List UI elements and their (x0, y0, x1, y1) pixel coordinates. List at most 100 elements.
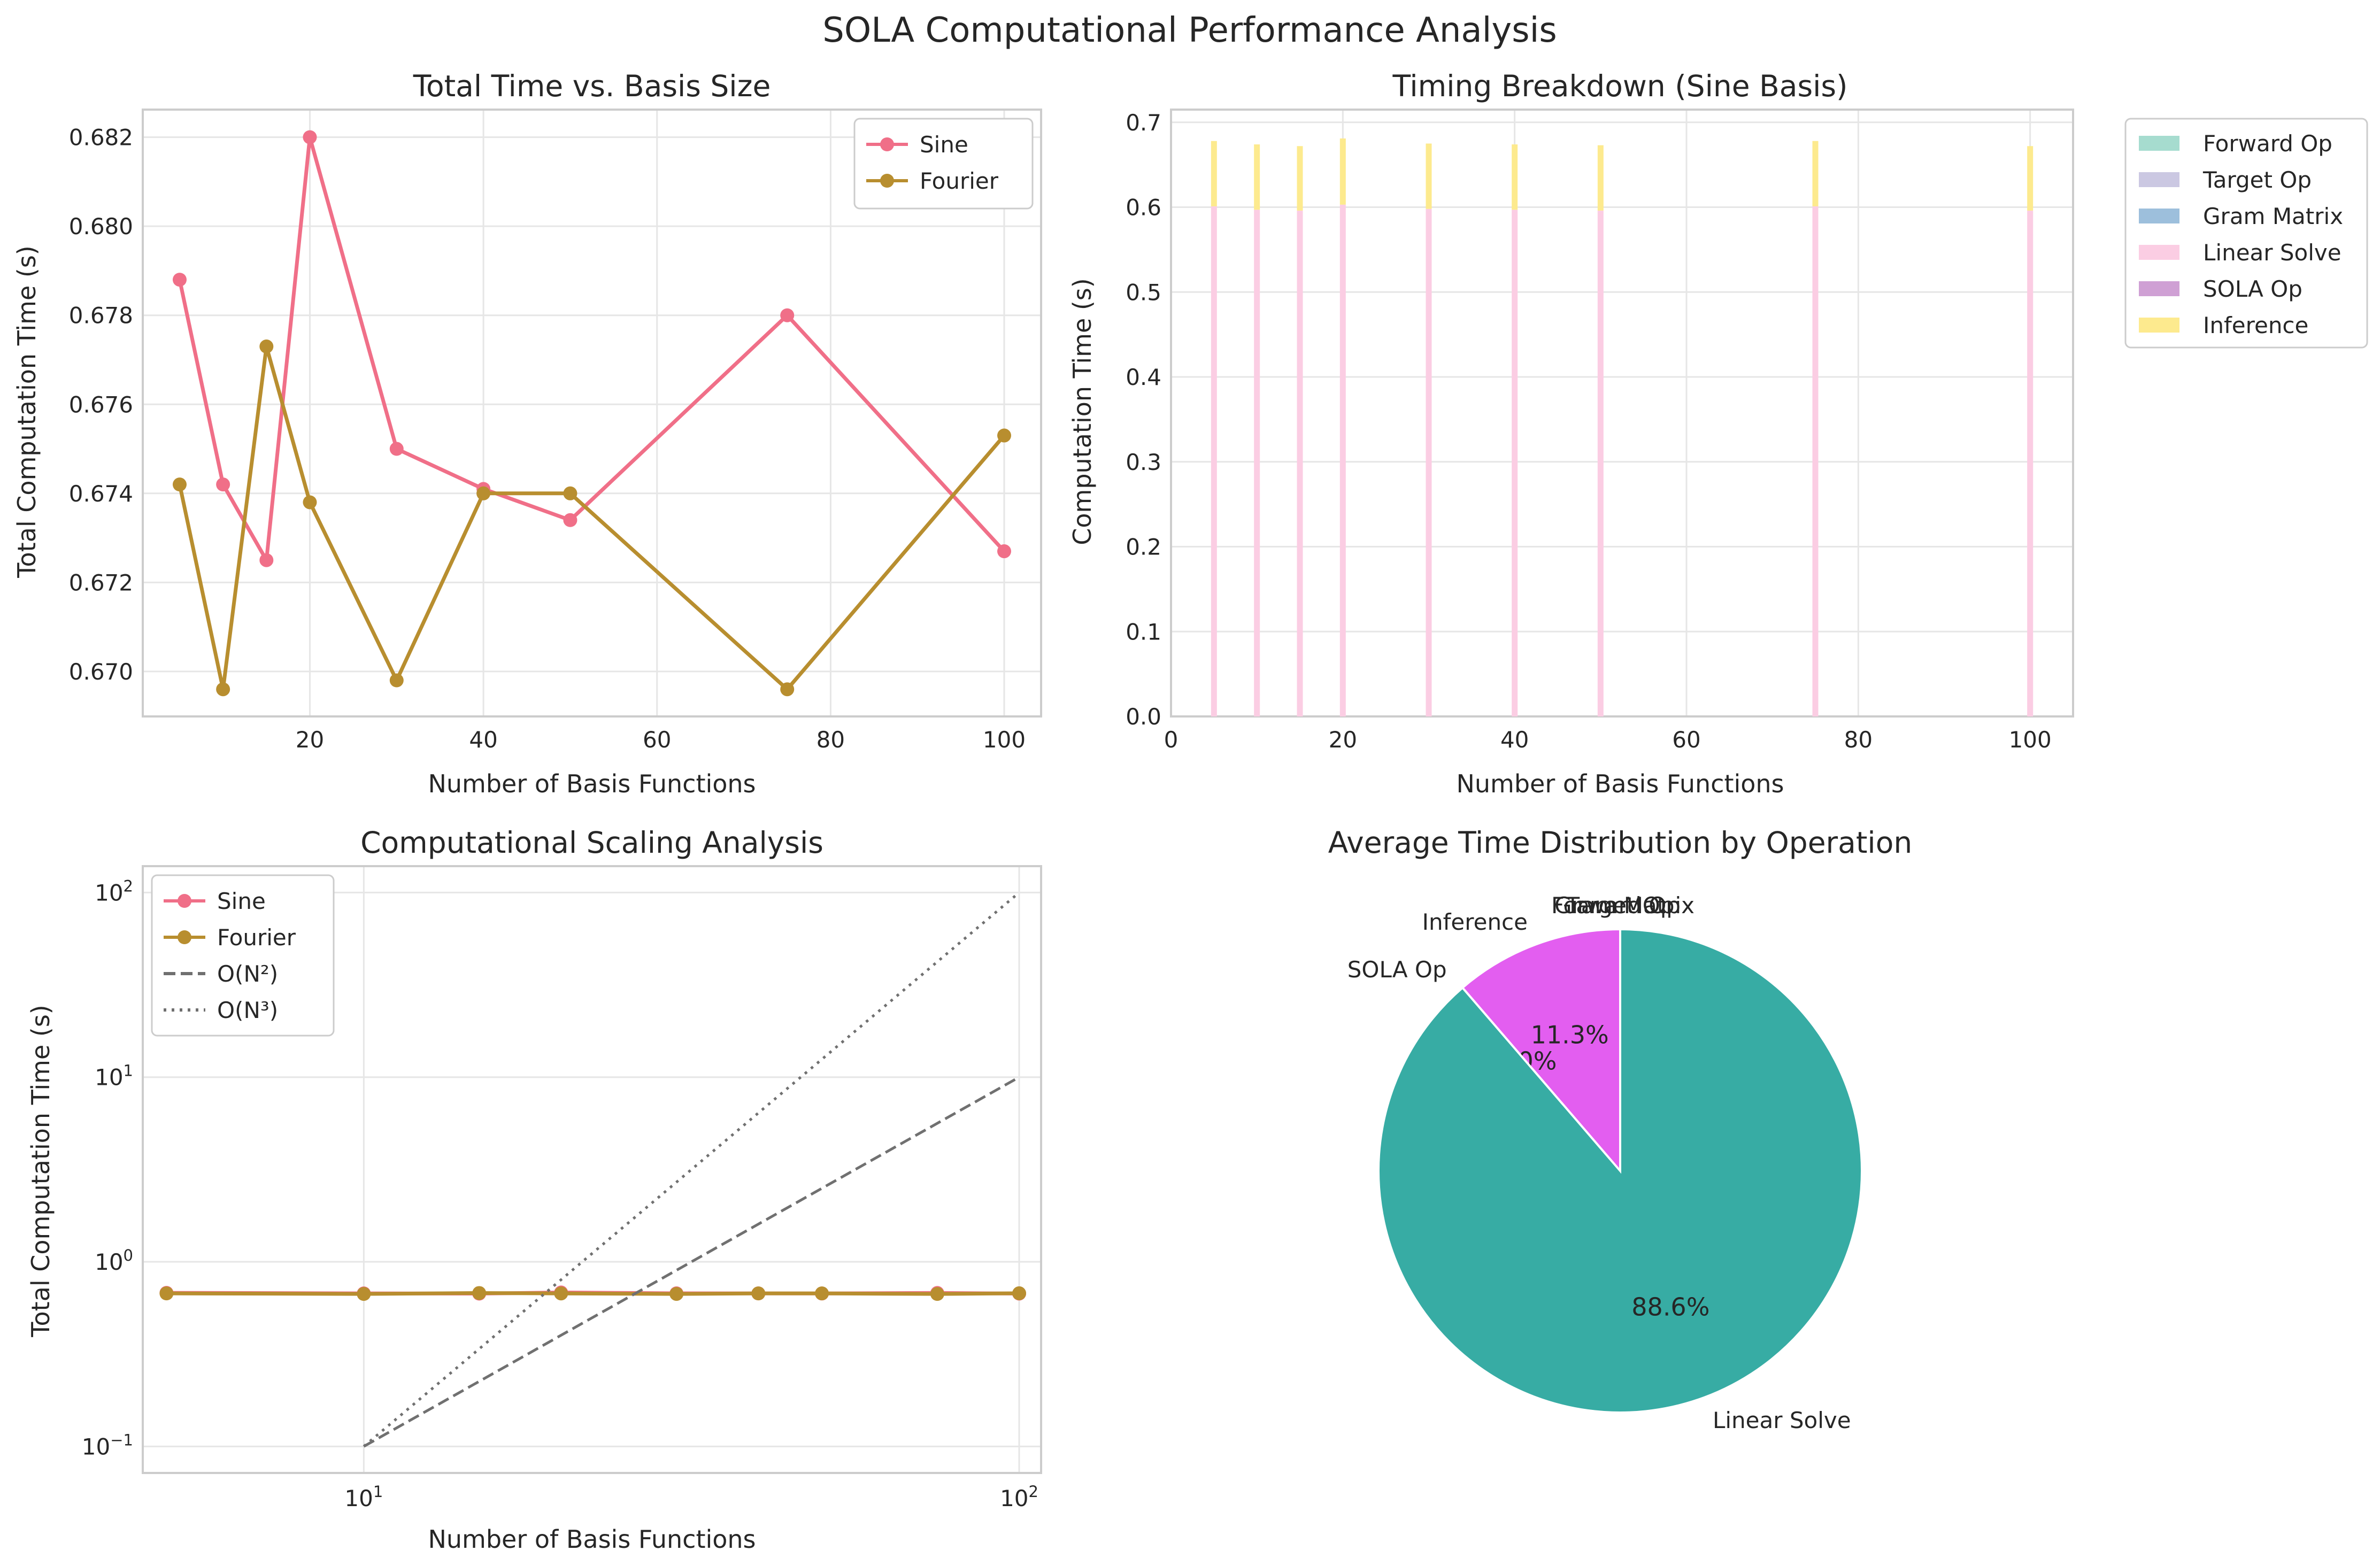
panel-title: Timing Breakdown (Sine Basis) (1392, 69, 1847, 103)
data-point (389, 673, 404, 688)
bar-inference (1339, 138, 1346, 205)
x-tick-label: 102 (1000, 1483, 1038, 1511)
panel-time-distribution: Average Time Distribution by Operation F… (1328, 826, 1912, 1433)
y-tick-label: 0.670 (69, 659, 133, 685)
series-line (363, 1076, 1020, 1448)
data-point (216, 477, 230, 492)
plot-frame (1170, 109, 2074, 718)
y-tick-label: 101 (95, 1062, 133, 1091)
x-tick-label: 0 (1164, 727, 1179, 753)
data-point (172, 477, 187, 492)
pie-label: SOLA Op (1347, 956, 1447, 983)
data-point (780, 682, 795, 697)
data-point (780, 308, 795, 322)
legend-item-label: O(N²) (217, 961, 278, 987)
data-point (389, 442, 404, 456)
bar-linear-solve (1597, 210, 1604, 716)
y-tick-label: 0.2 (1126, 534, 1161, 560)
bar-linear-solve (1512, 210, 1518, 716)
pie-label: Target Op (1565, 892, 1674, 919)
pie-pct-label: 11.3% (1531, 1021, 1609, 1050)
data-point (172, 273, 187, 287)
bar-linear-solve (1297, 210, 1303, 716)
bar-inference (1597, 145, 1604, 211)
y-tick-label: 0.3 (1126, 449, 1161, 475)
bar-linear-solve (1812, 206, 1819, 716)
y-tick-label: 0.682 (69, 125, 133, 151)
y-tick-label: 0.5 (1126, 279, 1161, 305)
y-tick-label: 0.6 (1126, 195, 1161, 221)
pie-slice-linear-solve (1377, 928, 1863, 1414)
y-tick-label: 0.4 (1126, 364, 1161, 390)
figure-title: SOLA Computational Performance Analysis (822, 11, 1557, 50)
legend-label: SOLA Op (2203, 276, 2302, 302)
legend: Sine Fourier O(N²) O(N³) (151, 874, 335, 1037)
legend-item-label: O(N³) (217, 997, 278, 1023)
panel-title: Total Time vs. Basis Size (413, 69, 771, 103)
data-point (669, 1287, 684, 1301)
legend-swatch (2139, 281, 2179, 296)
series-line (363, 891, 1020, 1448)
legend-label: Gram Matrix (2203, 203, 2343, 229)
legend-swatch (2139, 209, 2179, 223)
y-tick-label: 102 (95, 877, 133, 906)
data-point (216, 682, 230, 697)
data-point (159, 1286, 174, 1301)
legend-sine-label: Sine (920, 132, 968, 158)
x-tick-label: 40 (1500, 727, 1529, 753)
pie-label: Linear Solve (1713, 1407, 1851, 1433)
plot-frame (142, 109, 1042, 718)
legend-label: Target Op (2202, 167, 2312, 193)
panel-total-time: Total Time vs. Basis Size Number of Basi… (12, 69, 1042, 798)
x-tick-label: 60 (1672, 727, 1700, 753)
y-tick-label: 0.674 (69, 481, 133, 507)
data-point (880, 137, 894, 151)
bar-inference (1426, 143, 1432, 209)
legend-box (853, 118, 1034, 210)
legend: Sine Fourier (853, 118, 1034, 210)
bar-linear-solve (1426, 209, 1432, 716)
y-tick-label: 100 (95, 1246, 133, 1275)
pie-label: Forward Op (1551, 892, 1681, 919)
series-line-fourier (178, 344, 1006, 691)
y-tick-label: 0.1 (1126, 619, 1161, 645)
x-tick-label: 100 (2009, 727, 2052, 753)
legend-item-label: Fourier (217, 924, 296, 951)
legend-swatch (2139, 172, 2179, 187)
bar-linear-solve (1211, 206, 1217, 716)
y-axis-label: Computation Time (s) (1068, 278, 1097, 545)
plot-frame (142, 865, 1042, 1474)
data-point (1012, 1286, 1027, 1300)
y-tick-label: 0.7 (1126, 110, 1161, 136)
y-tick-label: 0.672 (69, 569, 133, 596)
series-line (166, 1291, 1020, 1296)
bar-inference (1812, 141, 1819, 206)
legend-swatch (2139, 245, 2179, 260)
y-tick-label: 0.676 (69, 391, 133, 418)
x-axis-label: Number of Basis Functions (428, 1525, 756, 1554)
data-point (178, 930, 191, 944)
data-point (563, 486, 577, 500)
x-tick-label: 80 (817, 727, 845, 753)
panel-title: Computational Scaling Analysis (360, 826, 823, 860)
data-point (997, 544, 1012, 559)
data-point (303, 495, 317, 510)
bar-linear-solve (1339, 204, 1346, 716)
y-axis-label: Total Computation Time (s) (26, 1005, 55, 1338)
data-point (357, 1287, 371, 1301)
data-point (997, 428, 1012, 443)
data-point (554, 1286, 568, 1301)
y-tick-label: 0.678 (69, 303, 133, 329)
data-point (751, 1286, 766, 1301)
x-tick-label: 60 (643, 727, 671, 753)
legend-label: Linear Solve (2203, 240, 2342, 266)
legend-item-label: Sine (217, 888, 266, 914)
legend-box (151, 874, 335, 1037)
pie-label: Inference (1422, 909, 1528, 935)
legend-swatch (2139, 136, 2179, 151)
data-point (563, 513, 577, 527)
legend-box (2124, 118, 2368, 349)
bar-inference (1211, 141, 1217, 206)
x-axis-label: Number of Basis Functions (1456, 769, 1784, 798)
